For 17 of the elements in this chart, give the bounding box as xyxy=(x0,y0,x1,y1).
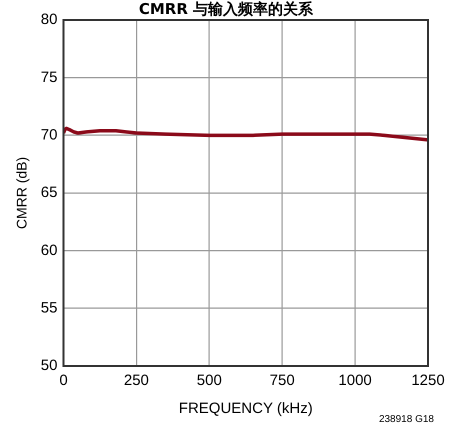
x-tick-label: 750 xyxy=(270,372,295,390)
y-tick-label: 70 xyxy=(40,126,58,144)
text: 238918 G18 xyxy=(378,414,434,425)
y-tick-label: 65 xyxy=(40,184,58,202)
x-tick-label: 1250 xyxy=(411,372,445,390)
x-tick-label: 250 xyxy=(124,372,149,390)
x-tick-label: 500 xyxy=(196,372,222,390)
y-tick-label: 75 xyxy=(40,68,58,86)
y-tick-label: 60 xyxy=(40,242,58,259)
x-tick-label: 0 xyxy=(59,372,68,390)
chart-title: CMRR 与输入频率的关系 xyxy=(138,0,314,18)
y-axis-title: CMRR (dB) xyxy=(13,156,30,230)
y-tick-label: 55 xyxy=(40,299,58,316)
y-tick-label: 80 xyxy=(40,11,58,28)
y-tick-label: 50 xyxy=(40,357,58,374)
x-axis-title: FREQUENCY (kHz) xyxy=(178,400,313,418)
x-tick-label: 1000 xyxy=(338,372,372,390)
